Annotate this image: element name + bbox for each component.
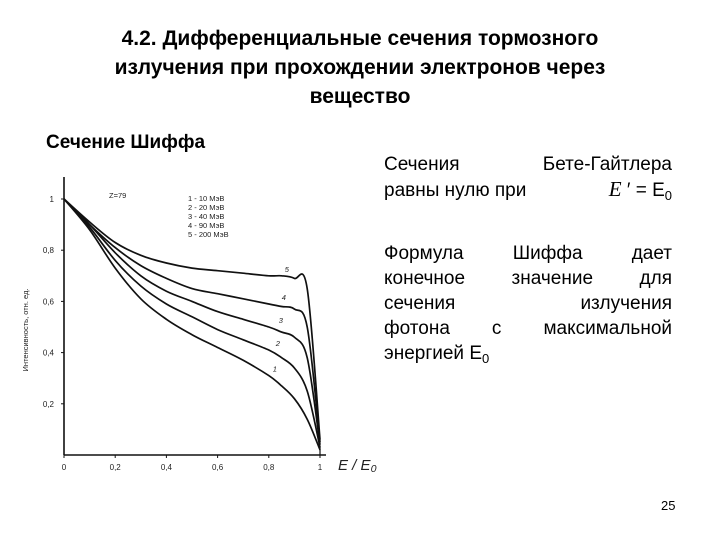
- x-tick-label: 0,2: [110, 463, 122, 472]
- equation-rest: ′ = E: [626, 180, 665, 201]
- title-line: излучения при прохождении электронов чер…: [114, 56, 606, 79]
- schiff-formula-paragraph: Формула Шиффа дает конечное значение для…: [384, 241, 672, 371]
- paragraph-line: фотона с максимальной: [384, 316, 672, 341]
- word: значение: [511, 268, 594, 289]
- slide-title: 4.2. Дифференциальные сечения тормозного…: [40, 24, 680, 111]
- word: фотона: [384, 318, 450, 339]
- phrase: энергией E: [384, 343, 482, 364]
- paragraph-line: конечное значение для: [384, 266, 672, 291]
- series-line-5: [63, 198, 321, 440]
- series-label: 4: [282, 293, 286, 302]
- paragraph-line: Формула Шиффа дает: [384, 241, 672, 266]
- series-label: 5: [285, 265, 290, 274]
- legend-entry: 5 - 200 МэВ: [188, 230, 229, 239]
- x-axis-label: E / E₀: [338, 457, 377, 474]
- word: с: [491, 318, 502, 339]
- word: для: [639, 268, 672, 289]
- legend-entry: 3 - 40 МэВ: [188, 212, 224, 221]
- y-tick-label: 0,4: [43, 349, 55, 358]
- word: дает: [631, 243, 672, 264]
- y-tick-label: 0,8: [43, 246, 55, 255]
- subscript: 0: [482, 351, 490, 366]
- series-label: 2: [275, 339, 281, 348]
- y-tick-label: 0,6: [43, 297, 55, 306]
- y-axis-label: Интенсивность, отн. ед.: [21, 289, 30, 372]
- page-number: 25: [661, 498, 676, 513]
- y-tick-label: 0,2: [43, 400, 55, 409]
- subscript: 0: [664, 188, 672, 203]
- x-tick-label: 1: [318, 463, 323, 472]
- word: сечения: [384, 293, 456, 314]
- x-tick-label: 0,8: [263, 463, 275, 472]
- series-label: 1: [273, 365, 277, 374]
- word: Бете-Гайтлера: [542, 154, 672, 175]
- paragraph-line: Сечения Бете-Гайтлера: [384, 152, 672, 177]
- word: Сечения: [384, 154, 460, 175]
- phrase: равны нулю при: [384, 180, 527, 201]
- bethe-heitler-paragraph: Сечения Бете-Гайтлера равны нулю при E ′…: [384, 152, 672, 208]
- atomic-number-annotation: Z=79: [109, 191, 126, 200]
- legend-entry: 1 - 10 МэВ: [188, 194, 224, 203]
- x-tick-label: 0,4: [161, 463, 173, 472]
- series-line-2: [63, 198, 321, 448]
- paragraph-line: энергией E0: [384, 341, 672, 371]
- section-subtitle: Сечение Шиффа: [46, 132, 206, 153]
- word: максимальной: [543, 318, 672, 339]
- word: Шиффа: [512, 243, 583, 264]
- title-line: вещество: [309, 85, 411, 108]
- paragraph-line: равны нулю при E ′ = E0: [384, 177, 672, 208]
- x-tick-label: 0: [62, 463, 67, 472]
- x-tick-label: 0,6: [212, 463, 224, 472]
- series-label: 3: [279, 316, 284, 325]
- word: Формула: [384, 243, 464, 264]
- series-line-3: [63, 198, 321, 445]
- word: излучения: [580, 293, 672, 314]
- energy-symbol: E: [608, 177, 622, 201]
- title-line: 4.2. Дифференциальные сечения тормозного: [121, 27, 599, 50]
- equation: E ′ = E0: [609, 177, 672, 208]
- series-line-1: [63, 198, 321, 451]
- word: конечное: [384, 268, 466, 289]
- legend-entry: 2 - 20 МэВ: [188, 203, 224, 212]
- series-line-4: [63, 198, 321, 443]
- legend-entry: 4 - 90 МэВ: [188, 221, 224, 230]
- paragraph-line: сечения излучения: [384, 291, 672, 316]
- y-tick-label: 1: [50, 195, 55, 204]
